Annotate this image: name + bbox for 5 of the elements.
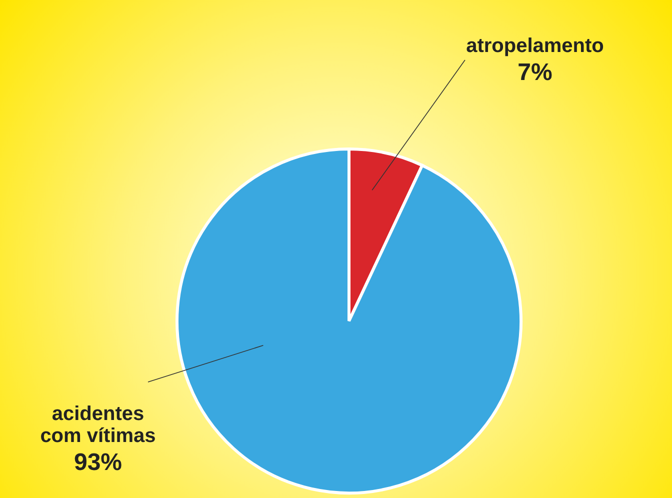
pie-slice bbox=[176, 148, 522, 494]
data-label: 93% bbox=[74, 449, 122, 476]
data-label: 7% bbox=[518, 59, 552, 86]
slice-label: atropelamento bbox=[466, 35, 604, 57]
slice-label: acidentes com vítimas bbox=[40, 403, 156, 447]
